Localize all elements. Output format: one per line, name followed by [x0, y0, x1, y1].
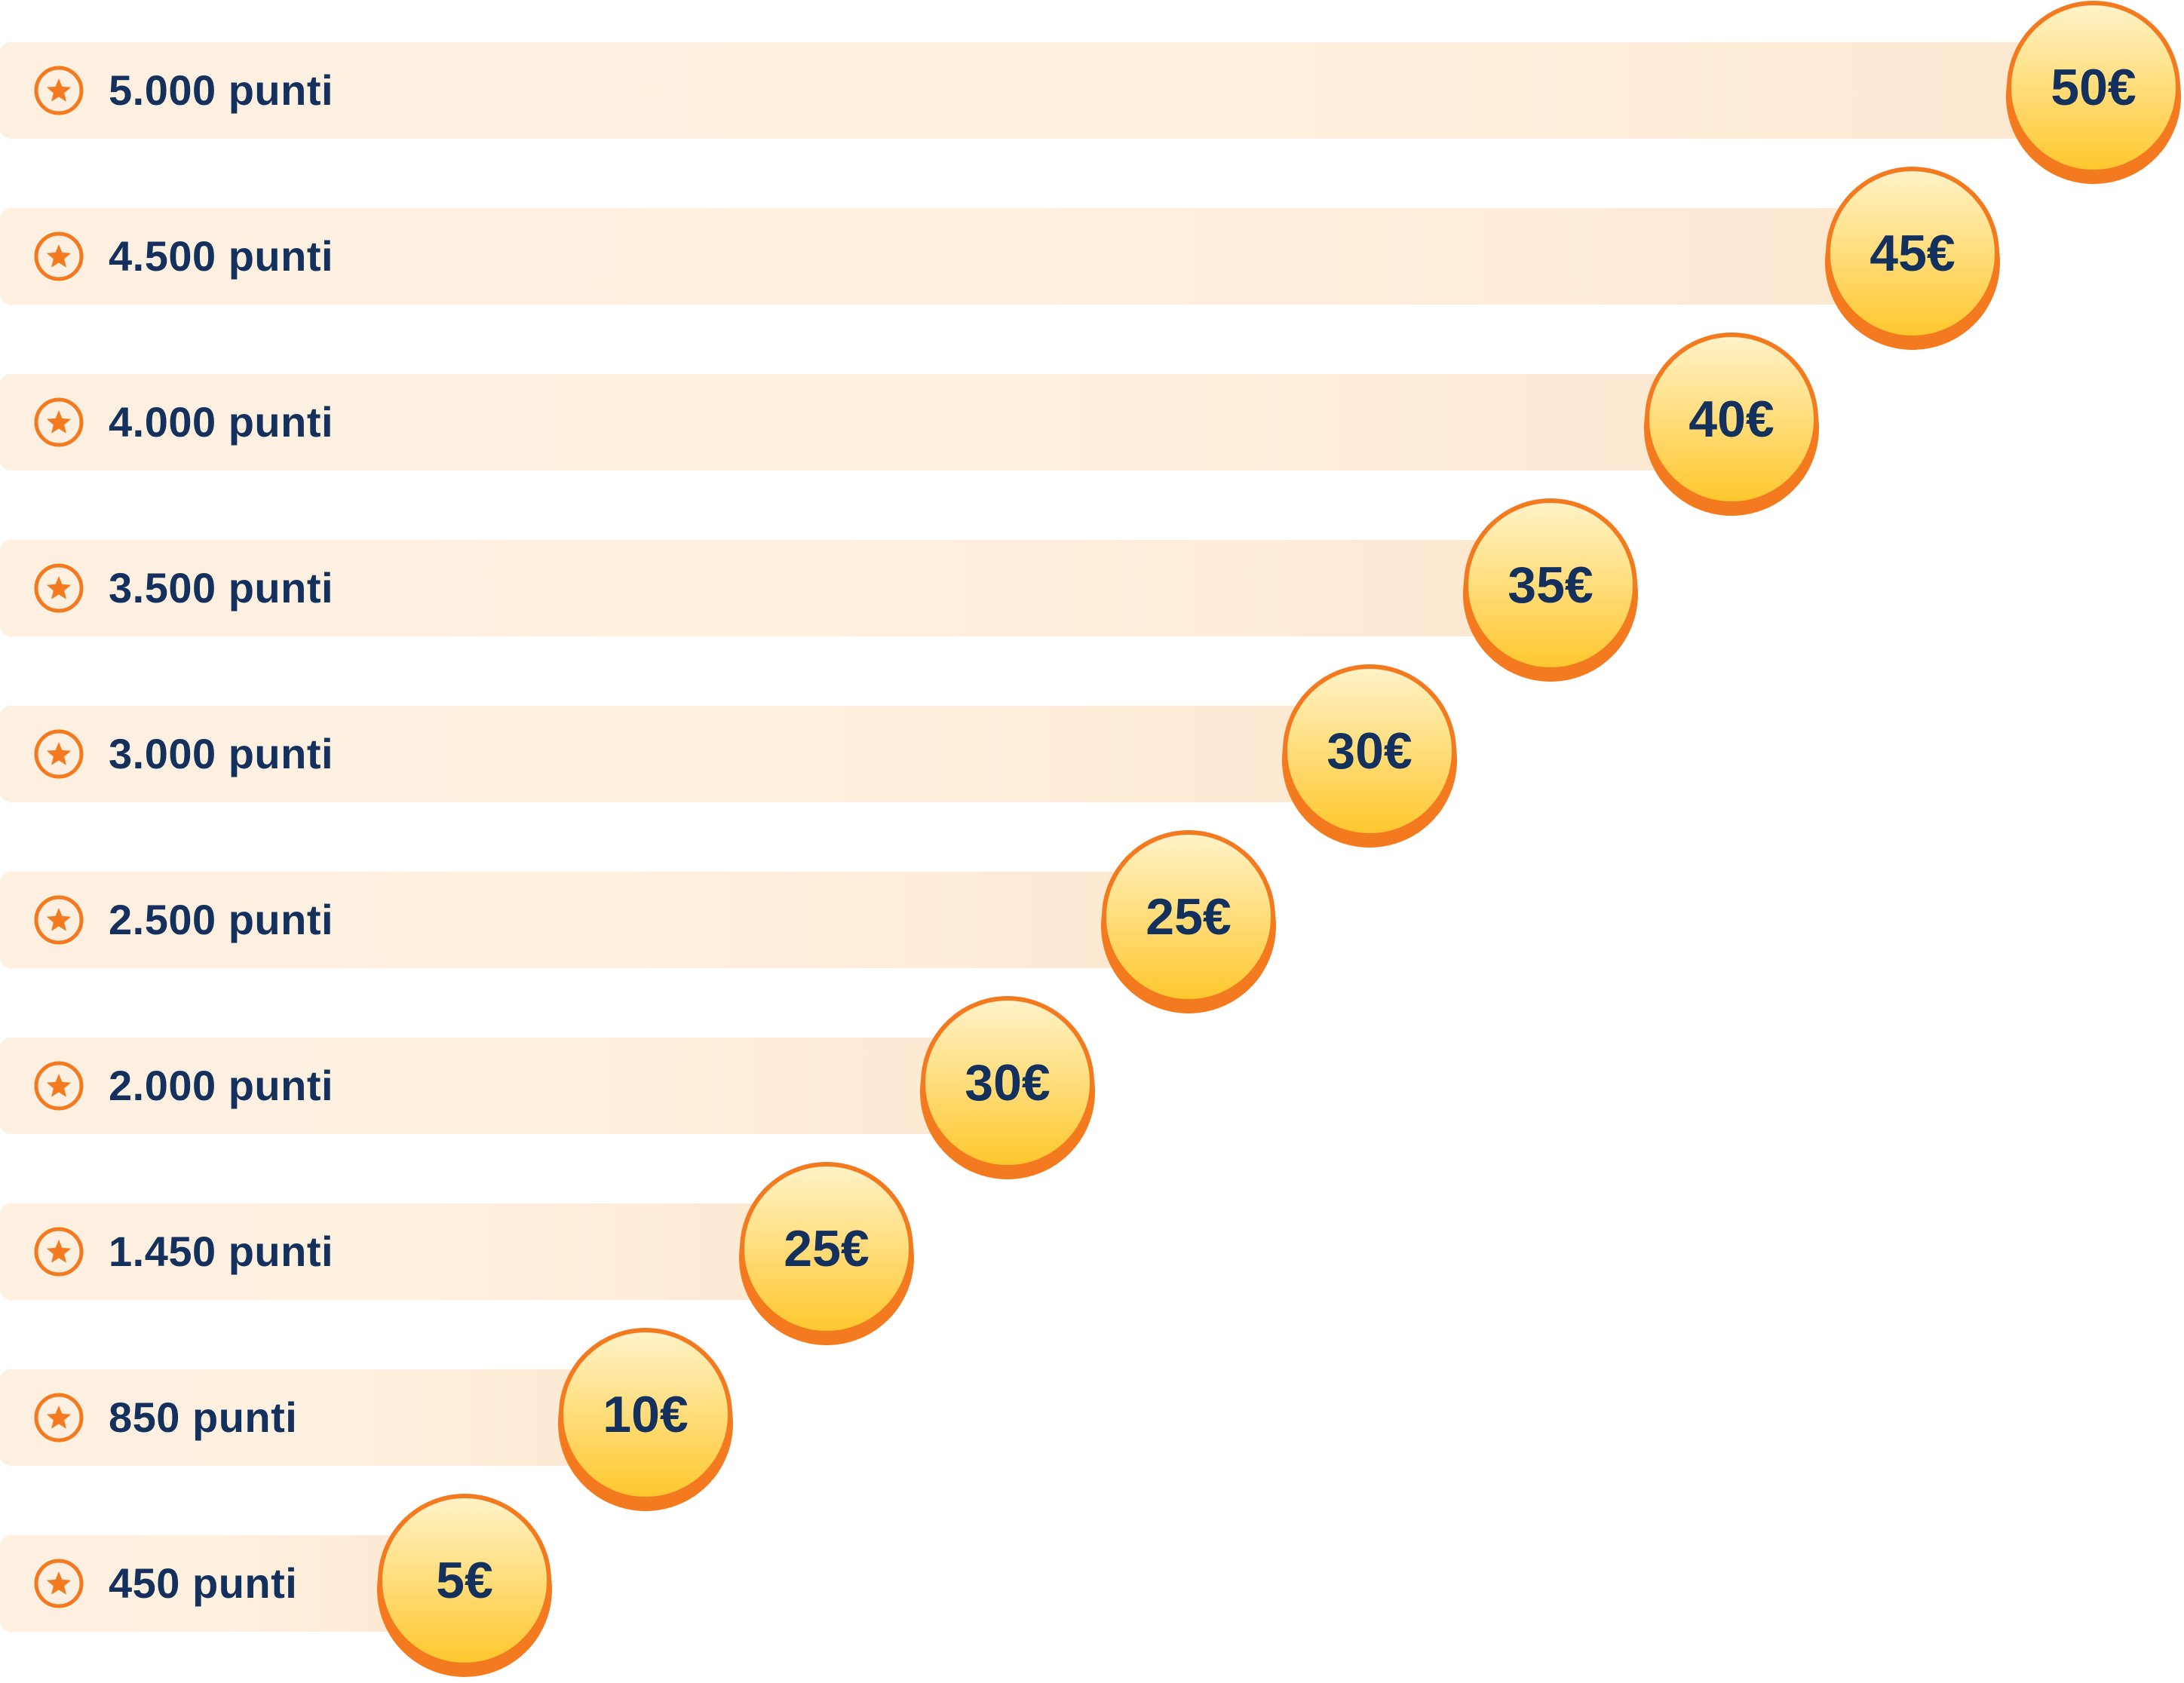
- tier-bar: [0, 706, 1311, 802]
- star-in-circle-icon: [33, 1226, 84, 1277]
- tier-bar: [0, 1369, 587, 1466]
- reward-coin: 25€: [1100, 828, 1278, 1018]
- tier-bar: [0, 1535, 406, 1632]
- points-label: 5.000 punti: [109, 66, 334, 114]
- reward-tier-row: 4.500 punti 45€: [0, 167, 2001, 350]
- tier-bar: [0, 1203, 768, 1300]
- reward-value: 25€: [784, 1220, 870, 1277]
- reward-value: 25€: [1146, 888, 1232, 946]
- points-label: 4.000 punti: [109, 398, 334, 446]
- tier-bar: [0, 208, 1854, 305]
- tier-bar: [0, 540, 1492, 636]
- points-label: 850 punti: [109, 1393, 298, 1441]
- star-in-circle-icon: [33, 894, 84, 946]
- tier-bar: [0, 42, 2035, 139]
- star-in-circle-icon: [33, 231, 84, 282]
- points-label: 450 punti: [109, 1559, 298, 1607]
- reward-coin: 35€: [1462, 496, 1640, 686]
- tier-bar: [0, 872, 1130, 968]
- reward-value: 30€: [965, 1054, 1051, 1111]
- points-label: 2.000 punti: [109, 1062, 334, 1109]
- points-label: 1.450 punti: [109, 1228, 334, 1275]
- points-label: 2.500 punti: [109, 896, 334, 943]
- reward-coin: 10€: [557, 1326, 735, 1516]
- reward-value: 5€: [436, 1552, 493, 1609]
- star-in-circle-icon: [33, 728, 84, 780]
- points-label: 3.000 punti: [109, 730, 334, 777]
- reward-tier-row: 2.000 punti 30€: [0, 996, 1097, 1179]
- reward-value: 10€: [603, 1386, 689, 1443]
- reward-tier-row: 850 punti 10€: [0, 1328, 735, 1511]
- reward-coin: 45€: [1824, 164, 2001, 354]
- reward-coin: 25€: [738, 1160, 916, 1350]
- reward-coin: 40€: [1643, 330, 1821, 520]
- tier-bar: [0, 374, 1673, 471]
- reward-tier-row: 450 punti 5€: [0, 1494, 554, 1677]
- star-in-circle-icon: [33, 65, 84, 116]
- reward-coin: 5€: [376, 1491, 554, 1681]
- star-in-circle-icon: [33, 397, 84, 448]
- reward-value: 50€: [2051, 59, 2136, 116]
- reward-tier-row: 5.000 punti 50€: [0, 1, 2182, 184]
- reward-tier-row: 2.500 punti 25€: [0, 830, 1278, 1013]
- reward-value: 30€: [1327, 722, 1413, 780]
- tier-bar: [0, 1038, 949, 1134]
- reward-coin: 50€: [2005, 0, 2182, 189]
- reward-tier-row: 4.000 punti 40€: [0, 333, 1821, 516]
- star-in-circle-icon: [33, 1558, 84, 1609]
- reward-tier-row: 3.500 punti 35€: [0, 498, 1640, 682]
- reward-coin: 30€: [919, 994, 1097, 1184]
- reward-coin: 30€: [1281, 662, 1459, 852]
- reward-value: 45€: [1870, 225, 1955, 282]
- points-label: 3.500 punti: [109, 564, 334, 612]
- star-in-circle-icon: [33, 563, 84, 614]
- reward-value: 35€: [1508, 556, 1594, 614]
- reward-tier-row: 3.000 punti 30€: [0, 664, 1459, 848]
- reward-value: 40€: [1689, 391, 1774, 448]
- star-in-circle-icon: [33, 1392, 84, 1443]
- star-in-circle-icon: [33, 1060, 84, 1111]
- reward-tier-row: 1.450 punti 25€: [0, 1162, 916, 1345]
- points-label: 4.500 punti: [109, 232, 334, 280]
